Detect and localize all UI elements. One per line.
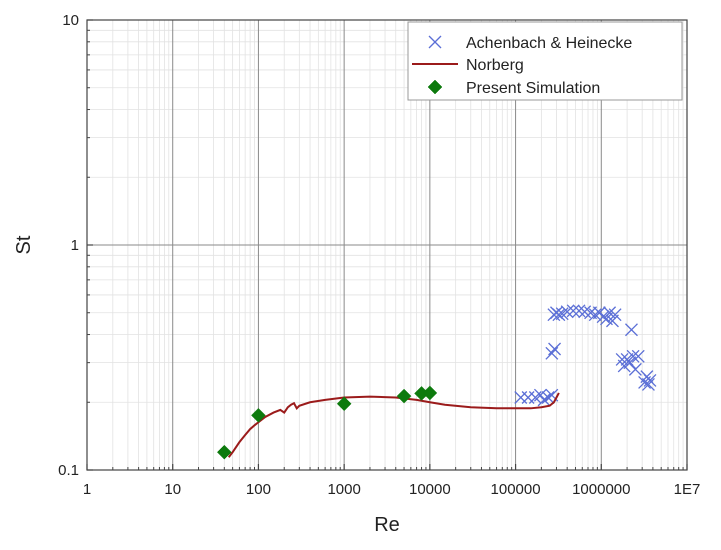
legend-label-present-simulation: Present Simulation bbox=[466, 80, 600, 97]
achenbach-point bbox=[625, 323, 638, 337]
achenbach-point bbox=[572, 304, 586, 318]
norberg-line bbox=[227, 392, 560, 458]
achenbach-point bbox=[588, 308, 602, 322]
achenbach-point bbox=[552, 308, 566, 322]
x-tick-label: 1E7 bbox=[674, 481, 701, 498]
y-tick-labels: 0.1 1 10 bbox=[58, 12, 79, 479]
legend-box bbox=[407, 21, 683, 101]
achenbach-point bbox=[623, 356, 637, 370]
achenbach-point bbox=[596, 310, 610, 324]
x-tick-label: 100 bbox=[246, 481, 271, 498]
achenbach-point bbox=[514, 391, 528, 404]
achenbach-point bbox=[555, 307, 569, 321]
x-tick-label: 1000 bbox=[327, 481, 360, 498]
legend-label-achenbach: Achenbach & Heinecke bbox=[466, 35, 632, 52]
y-tick-label: 0.1 bbox=[58, 462, 79, 479]
achenbach-point bbox=[521, 391, 535, 404]
simulation-point bbox=[396, 388, 412, 404]
achenbach-point bbox=[566, 304, 580, 318]
achenbach-point bbox=[608, 308, 622, 322]
series-2 bbox=[216, 385, 438, 460]
legend-diamond-mark bbox=[427, 79, 443, 95]
achenbach-point bbox=[528, 391, 542, 404]
achenbach-point bbox=[628, 362, 642, 376]
x-axis-title: Re bbox=[374, 514, 400, 536]
y-tick-label: 10 bbox=[62, 12, 79, 29]
simulation-point bbox=[422, 385, 438, 401]
achenbach-point bbox=[641, 377, 655, 391]
achenbach-point bbox=[545, 346, 559, 360]
legend-entry-achenbach: Achenbach & Heinecke bbox=[428, 35, 632, 52]
x-tick-label: 100000 bbox=[491, 481, 541, 498]
legend-entry-norberg: Norberg bbox=[412, 57, 524, 74]
legend-entry-present-simulation: Present Simulation bbox=[427, 79, 600, 97]
achenbach-point bbox=[643, 374, 657, 387]
ticks bbox=[86, 19, 688, 471]
simulation-point bbox=[216, 444, 232, 460]
x-tick-label: 10 bbox=[164, 481, 181, 498]
series-1 bbox=[227, 392, 560, 458]
legend-diamond-marker-icon bbox=[427, 79, 443, 95]
x-tick-label: 1000000 bbox=[572, 481, 630, 498]
achenbach-point bbox=[631, 349, 645, 363]
achenbach-point bbox=[548, 342, 562, 356]
achenbach-point bbox=[541, 391, 555, 404]
y-axis-title: St bbox=[13, 235, 35, 254]
series-layer bbox=[216, 304, 657, 460]
y-tick-label: 1 bbox=[71, 237, 79, 254]
legend-x-marker-icon bbox=[428, 35, 442, 49]
simulation-point bbox=[336, 396, 352, 412]
achenbach-point bbox=[626, 349, 640, 363]
simulation-point bbox=[251, 407, 266, 423]
x-tick-labels: 1 10 100 1000 10000 100000 1000000 1E7 bbox=[83, 481, 701, 498]
legend-x-mark bbox=[428, 35, 442, 49]
series-0 bbox=[514, 304, 657, 407]
x-tick-label: 1 bbox=[83, 481, 91, 498]
achenbach-point bbox=[537, 393, 551, 407]
achenbach-point bbox=[578, 305, 592, 319]
legend-label-norberg: Norberg bbox=[466, 57, 524, 74]
legend: Achenbach & Heinecke Norberg Present Sim… bbox=[407, 21, 683, 101]
x-tick-label: 10000 bbox=[409, 481, 451, 498]
achenbach-point bbox=[560, 305, 574, 319]
